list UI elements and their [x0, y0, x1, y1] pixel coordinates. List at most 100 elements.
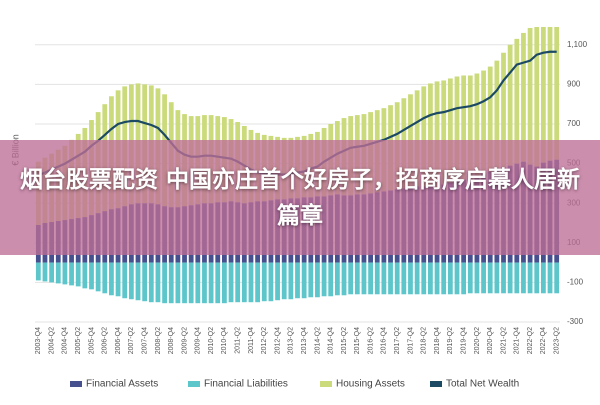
x-tick-label: 2014-Q2	[314, 327, 321, 354]
x-tick-label: 2016-Q2	[367, 327, 374, 354]
y-tick-label: 1,100	[567, 40, 588, 49]
x-tick-label: 2022-Q4	[540, 327, 547, 354]
bar	[467, 262, 473, 294]
bar	[215, 262, 221, 304]
bar	[62, 262, 68, 285]
bar	[547, 262, 553, 294]
x-tick-label: 2020-Q2	[474, 327, 481, 354]
x-tick-label: 2010-Q4	[221, 327, 228, 354]
bar	[461, 75, 467, 180]
bar	[321, 262, 327, 297]
bar	[75, 262, 81, 287]
bar	[534, 262, 540, 294]
bar	[295, 262, 300, 299]
bar	[188, 262, 194, 304]
y-tick-label: -300	[567, 317, 584, 326]
bar	[474, 262, 480, 294]
x-tick-label: 2008-Q4	[168, 327, 175, 354]
bar	[148, 262, 154, 303]
bar	[374, 262, 380, 295]
x-tick-label: 2012-Q2	[261, 327, 268, 354]
bar	[155, 262, 161, 303]
x-tick-label: 2015-Q2	[341, 327, 348, 354]
x-tick-label: 2015-Q4	[354, 327, 361, 354]
bar	[268, 262, 274, 302]
bar	[49, 262, 55, 283]
bar	[222, 262, 227, 304]
bar	[281, 262, 287, 300]
overlay-text: 烟台股票配资 中国亦庄首个好房子，招商序启幕人居新篇章	[20, 166, 581, 229]
bar	[55, 262, 61, 284]
bar	[368, 262, 373, 295]
bar	[35, 262, 41, 281]
bar	[501, 52, 506, 168]
bar	[474, 73, 480, 178]
legend-label: Financial Liabilities	[204, 379, 288, 390]
bar	[162, 262, 167, 304]
bar	[241, 262, 247, 303]
bar	[494, 60, 500, 170]
x-tick-label: 2019-Q4	[460, 327, 467, 354]
legend-swatch	[70, 381, 82, 387]
bar	[135, 262, 141, 301]
x-tick-label: 2009-Q2	[181, 327, 188, 354]
bar	[481, 70, 486, 175]
x-tick-label: 2003-Q4	[35, 327, 42, 354]
x-tick-label: 2007-Q2	[128, 327, 135, 354]
x-tick-label: 2012-Q4	[274, 327, 281, 354]
bar	[334, 262, 340, 296]
bar	[89, 262, 94, 290]
x-tick-label: 2023-Q2	[554, 327, 561, 354]
y-tick-label: -100	[567, 278, 584, 287]
bar	[527, 262, 533, 294]
bar	[454, 262, 460, 295]
bar	[414, 90, 420, 187]
bar	[434, 81, 440, 188]
legend-swatch	[320, 381, 332, 387]
y-tick-label: 900	[567, 80, 581, 89]
bar	[527, 27, 533, 165]
bar	[288, 262, 294, 300]
x-tick-label: 2009-Q4	[195, 327, 202, 354]
legend-label: Housing Assets	[336, 379, 405, 390]
bar	[175, 262, 181, 304]
x-tick-label: 2013-Q2	[288, 327, 295, 354]
x-tick-label: 2011-Q2	[235, 327, 242, 354]
x-tick-label: 2008-Q2	[155, 327, 162, 354]
x-tick-label: 2022-Q2	[527, 327, 534, 354]
bar	[494, 262, 500, 294]
x-tick-label: 2013-Q4	[301, 327, 308, 354]
bar	[348, 262, 354, 295]
x-tick-label: 2019-Q2	[447, 327, 454, 354]
x-tick-label: 2014-Q4	[328, 327, 335, 354]
bar	[540, 262, 546, 294]
x-tick-label: 2004-Q4	[62, 327, 69, 354]
bar	[228, 262, 234, 303]
bar	[128, 262, 134, 300]
bar	[441, 262, 447, 295]
bar	[142, 262, 148, 302]
bar	[554, 262, 560, 294]
bar	[361, 262, 367, 295]
bar	[208, 262, 214, 304]
bar	[428, 83, 433, 187]
bar	[507, 44, 513, 166]
bar	[69, 262, 74, 286]
bar	[447, 262, 453, 295]
bar	[102, 262, 108, 294]
bar	[507, 262, 513, 294]
bar	[554, 26, 560, 160]
bar	[401, 262, 407, 295]
bar	[354, 262, 360, 295]
bar	[521, 32, 526, 162]
legend-swatch	[188, 381, 200, 387]
bar	[301, 262, 307, 299]
x-tick-label: 2016-Q4	[381, 327, 388, 354]
bar	[109, 262, 114, 296]
bar	[341, 262, 347, 296]
x-tick-label: 2006-Q2	[102, 327, 109, 354]
bar	[202, 262, 207, 304]
x-tick-label: 2011-Q4	[248, 327, 255, 354]
x-tick-label: 2010-Q2	[208, 327, 215, 354]
bar	[487, 262, 493, 294]
